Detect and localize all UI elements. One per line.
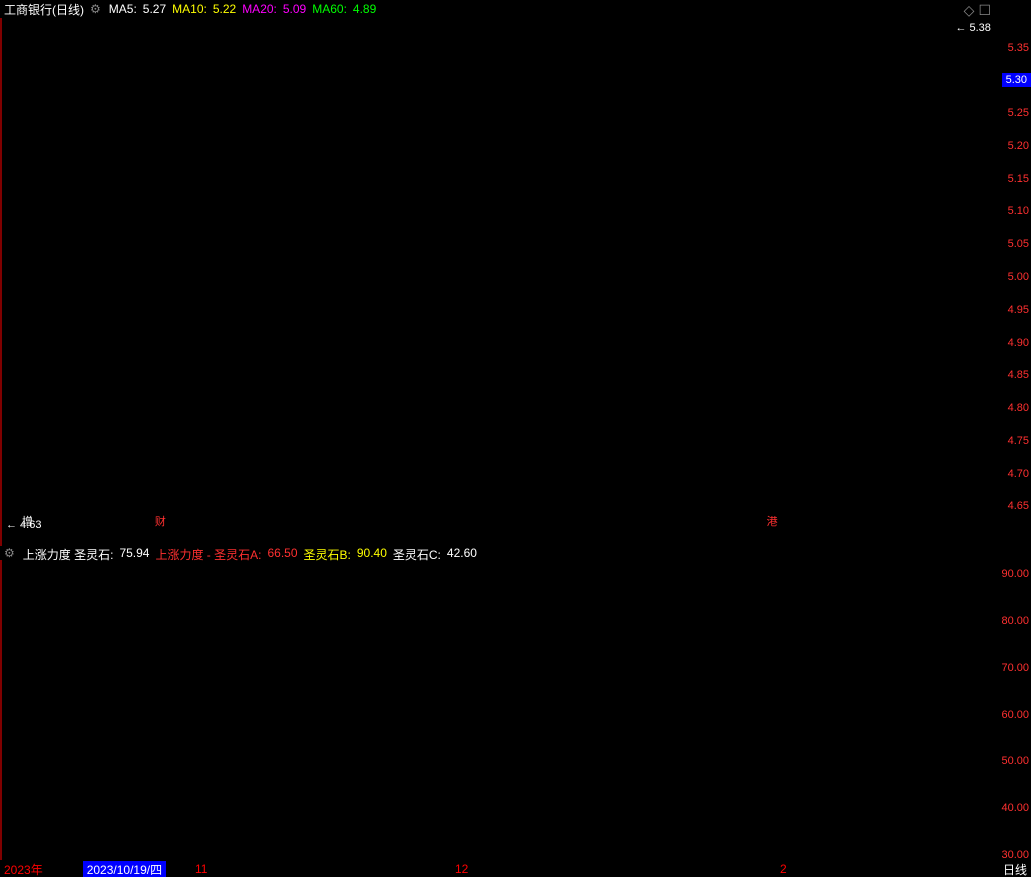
ind-label-2: 上涨力度 - 圣灵石A: — [155, 546, 261, 563]
ma10-label: MA10: — [172, 2, 207, 16]
main-chart-panel[interactable] — [0, 18, 2, 546]
top-icons: ◇ ☐ — [964, 2, 991, 19]
stock-title: 工商银行(日线) — [4, 1, 84, 18]
indicator-axis-tick: 80.00 — [1001, 615, 1029, 627]
ma60-value: 4.89 — [353, 2, 376, 16]
footer-date-highlight: 2023/10/19/四 — [83, 861, 166, 877]
price-axis-tick: 5.15 — [1008, 173, 1029, 185]
ind-label-4: 圣灵石C: — [393, 546, 441, 563]
ma10-value: 5.22 — [213, 2, 236, 16]
diamond-icon[interactable]: ◇ — [964, 2, 975, 19]
main-chart-header: 工商银行(日线) ⚙ MA5: 5.27 MA10: 5.22 MA20: 5.… — [0, 0, 1031, 18]
indicator-axis-tick: 30.00 — [1001, 849, 1029, 861]
ind-val-4: 42.60 — [447, 546, 477, 563]
indicator-axis-tick: 60.00 — [1001, 709, 1029, 721]
footer-right-label: 日线 — [1003, 861, 1027, 877]
footer-month-tick: 11 — [195, 862, 207, 876]
high-price-label: ← 5.38 — [955, 22, 990, 34]
indicator-axis-tick: 50.00 — [1001, 755, 1029, 767]
indicator-chart-panel[interactable] — [0, 560, 2, 860]
ma5-value: 5.27 — [143, 2, 166, 16]
square-icon[interactable]: ☐ — [978, 2, 991, 19]
ind-label-1: 上涨力度 圣灵石: — [23, 546, 114, 563]
ind-label-3: 圣灵石B: — [304, 546, 351, 563]
ind-val-1: 75.94 — [119, 546, 149, 563]
ind-val-2: 66.50 — [267, 546, 297, 563]
price-axis-tick: 4.75 — [1008, 435, 1029, 447]
price-axis-tick: 4.95 — [1008, 304, 1029, 316]
price-axis-tick: 5.00 — [1008, 271, 1029, 283]
indicator-axis-tick: 40.00 — [1001, 802, 1029, 814]
indicator-axis-tick: 90.00 — [1001, 568, 1029, 580]
price-axis-tick: 5.20 — [1008, 140, 1029, 152]
ma20-label: MA20: — [242, 2, 277, 16]
time-axis-footer: 2023年 2023/10/19/四 日线 11 12 2 — [0, 861, 1031, 877]
price-axis-tick: 5.05 — [1008, 238, 1029, 250]
price-axis-tick: 4.65 — [1008, 500, 1029, 512]
chart-marker: 增 — [22, 513, 33, 529]
indicator-axis-tick: 70.00 — [1001, 662, 1029, 674]
footer-month-tick: 12 — [455, 862, 468, 876]
price-axis-tick: 4.70 — [1008, 468, 1029, 480]
price-axis-tick: 4.85 — [1008, 369, 1029, 381]
chart-marker: 港 — [767, 513, 778, 529]
price-axis-tick: 4.80 — [1008, 402, 1029, 414]
price-axis-tick: 5.35 — [1008, 42, 1029, 54]
footer-year: 2023年 — [4, 861, 43, 877]
chart-marker: 财 — [155, 513, 166, 529]
ma5-label: MA5: — [109, 2, 137, 16]
ind-val-3: 90.40 — [357, 546, 387, 563]
gear-icon[interactable]: ⚙ — [4, 546, 15, 563]
chart-container: 工商银行(日线) ⚙ MA5: 5.27 MA10: 5.22 MA20: 5.… — [0, 0, 1031, 877]
indicator-header: ⚙ 上涨力度 圣灵石: 75.94 上涨力度 - 圣灵石A: 66.50 圣灵石… — [4, 546, 477, 563]
ma60-label: MA60: — [312, 2, 347, 16]
footer-month-tick: 2 — [780, 862, 787, 876]
current-price-tag: 5.30 — [1002, 73, 1031, 87]
price-axis-tick: 5.10 — [1008, 205, 1029, 217]
price-axis-tick: 5.25 — [1008, 107, 1029, 119]
price-axis-tick: 4.90 — [1008, 337, 1029, 349]
gear-icon[interactable]: ⚙ — [90, 2, 101, 16]
ma20-value: 5.09 — [283, 2, 306, 16]
